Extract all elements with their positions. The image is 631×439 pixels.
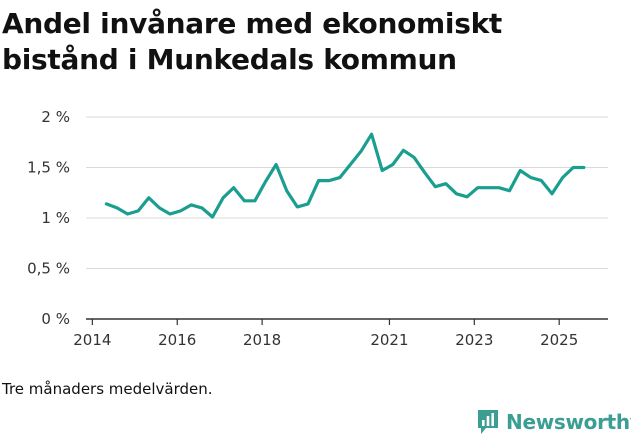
- x-tick-label: 2021: [370, 331, 408, 349]
- series-line: [104, 132, 586, 219]
- x-tick-label: 2014: [73, 331, 111, 349]
- series-layer: [104, 132, 586, 219]
- y-tick-label: 0,5 %: [27, 260, 70, 278]
- x-tick-label: 2018: [243, 331, 281, 349]
- chart-title: Andel invånare med ekonomiskt bistånd i …: [2, 7, 503, 76]
- y-tick-label: 1 %: [41, 209, 70, 227]
- chart-caption: Tre månaders medelvärden.: [2, 380, 213, 398]
- y-tick-label: 1,5 %: [27, 159, 70, 177]
- grid-lines: [86, 116, 608, 320]
- newsworthy-logo-icon: [478, 410, 498, 434]
- y-tick-label: 2 %: [41, 108, 70, 126]
- x-axis-ticks: 2014 2016 2018 2021 2023 2025: [73, 319, 578, 349]
- y-axis-ticks: 0 % 0,5 % 1 % 1,5 % 2 %: [27, 108, 70, 328]
- brand-name: Newsworthy: [506, 410, 631, 434]
- x-tick-label: 2025: [540, 331, 578, 349]
- line-chart: 0 % 0,5 % 1 % 1,5 % 2 % 2014 2016 2018 2021 2023…: [27, 108, 608, 349]
- x-tick-label: 2016: [158, 331, 196, 349]
- x-tick-label: 2023: [455, 331, 493, 349]
- y-tick-label: 0 %: [41, 310, 70, 328]
- brand-logo[interactable]: Newsworthy: [476, 405, 631, 439]
